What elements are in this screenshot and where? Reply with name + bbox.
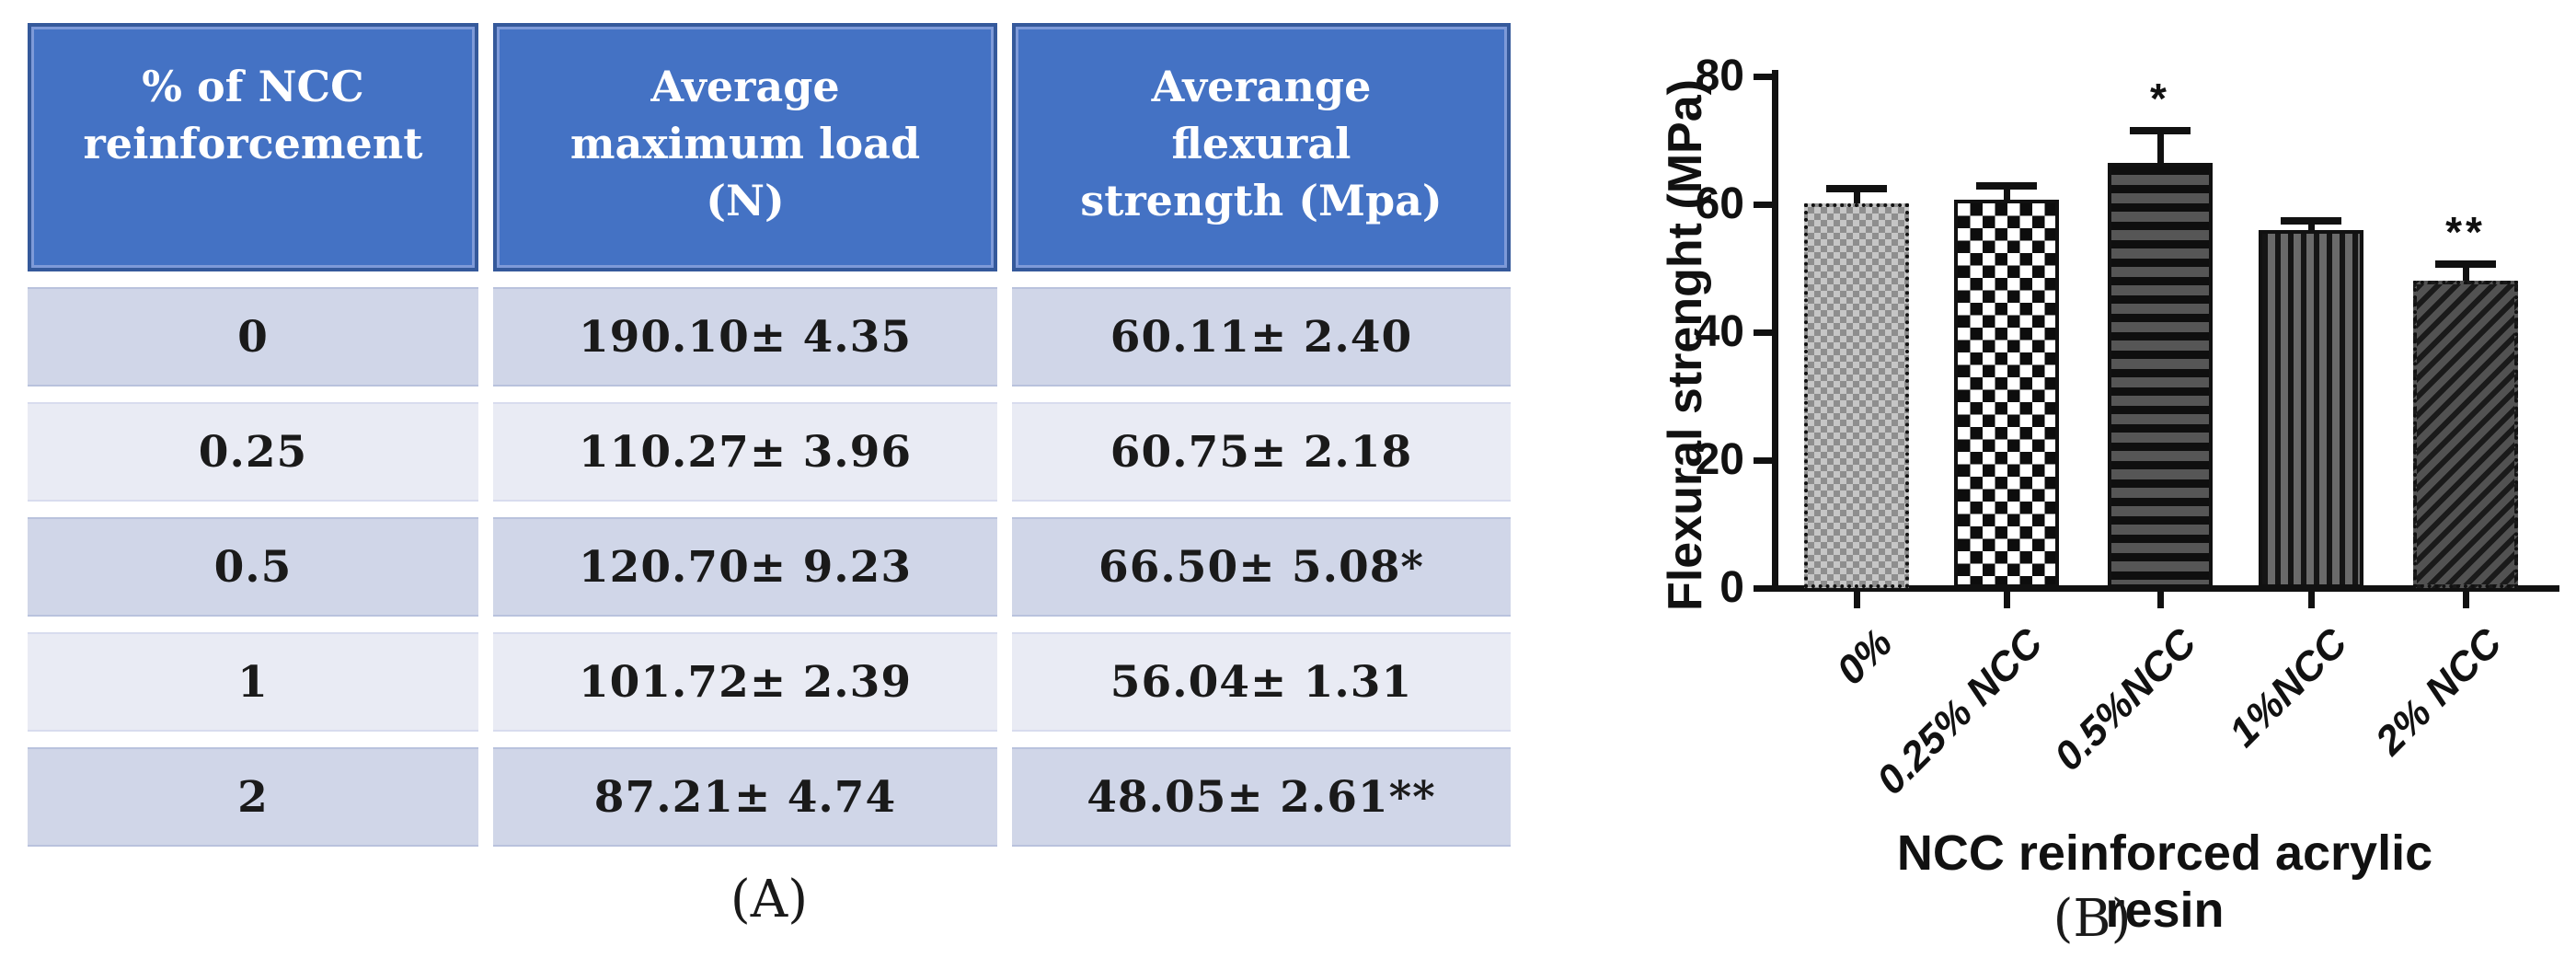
y-axis-tick-40 xyxy=(1754,329,1774,336)
table-cell-r4c1: 1 xyxy=(28,632,478,732)
error-bar-stem-0.25% NCC xyxy=(2003,185,2010,200)
x-axis-tick-0% xyxy=(1854,592,1860,608)
table-header-ncc-percent: % of NCC reinforcement xyxy=(28,23,478,271)
y-axis-tick-label-0: 0 xyxy=(1719,563,1744,612)
x-axis-tick-0.25% NCC xyxy=(2004,592,2010,608)
bar-0% xyxy=(1804,203,1909,588)
x-axis-tick-2% NCC xyxy=(2463,592,2469,608)
error-bar-stem-1%NCC xyxy=(2307,221,2315,230)
error-bar-cap-1%NCC xyxy=(2281,217,2341,225)
x-axis-tick-0.5%NCC xyxy=(2157,592,2164,608)
y-axis-tick-label-20: 20 xyxy=(1695,435,1744,484)
x-axis-tick-1%NCC xyxy=(2308,592,2315,608)
error-bar-cap-0% xyxy=(1826,184,1887,192)
error-bar-stem-0% xyxy=(1853,188,1860,204)
error-bar-stem-0.5%NCC xyxy=(2156,130,2164,163)
panel-b-label: (B) xyxy=(2053,889,2132,949)
bar-0.5%NCC xyxy=(2108,162,2213,588)
table-cell-r5c1: 2 xyxy=(28,747,478,847)
table-cell-r4c2: 101.72± 2.39 xyxy=(493,632,997,732)
table-cell-r2c2: 110.27± 3.96 xyxy=(493,402,997,502)
x-axis-title: NCC reinforced acrylic resin xyxy=(1896,825,2433,938)
table-cell-r5c2: 87.21± 4.74 xyxy=(493,747,997,847)
table-cell-r1c2: 190.10± 4.35 xyxy=(493,287,997,387)
results-table: % of NCC reinforcement Average maximum l… xyxy=(28,23,1511,847)
y-axis-tick-0 xyxy=(1754,585,1774,592)
significance-marker-2% NCC: ** xyxy=(2445,207,2486,256)
x-axis-line xyxy=(1770,585,2559,592)
table-header-max-load: Average maximum load (N) xyxy=(493,23,997,271)
table-cell-r2c3: 60.75± 2.18 xyxy=(1012,402,1511,502)
error-bar-cap-2% NCC xyxy=(2435,260,2496,268)
table-header-flexural-strength: Averange flexural strength (Mpa) xyxy=(1012,23,1511,271)
error-bar-stem-2% NCC xyxy=(2462,263,2469,282)
y-axis-tick-label-40: 40 xyxy=(1695,307,1744,356)
table-cell-r3c1: 0.5 xyxy=(28,517,478,617)
table-cell-r4c3: 56.04± 1.31 xyxy=(1012,632,1511,732)
y-axis-tick-label-60: 60 xyxy=(1695,179,1744,228)
bar-0.25% NCC xyxy=(1954,199,2059,588)
table-cell-r2c1: 0.25 xyxy=(28,402,478,502)
table-cell-r1c3: 60.11± 2.40 xyxy=(1012,287,1511,387)
y-axis-tick-80 xyxy=(1754,74,1774,80)
error-bar-cap-0.5%NCC xyxy=(2130,126,2191,134)
table-cell-r3c3: 66.50± 5.08* xyxy=(1012,517,1511,617)
bar-1%NCC xyxy=(2259,229,2363,588)
y-axis-tick-label-80: 80 xyxy=(1695,52,1744,100)
bar-2% NCC xyxy=(2413,281,2518,588)
y-axis-line xyxy=(1772,70,1778,592)
table-cell-r1c1: 0 xyxy=(28,287,478,387)
error-bar-cap-0.25% NCC xyxy=(1976,181,2037,190)
table-cell-r3c2: 120.70± 9.23 xyxy=(493,517,997,617)
panel-a-label: (A) xyxy=(730,870,809,929)
significance-marker-0.5%NCC: * xyxy=(2150,74,2170,122)
y-axis-tick-60 xyxy=(1754,202,1774,208)
table-cell-r5c3: 48.05± 2.61** xyxy=(1012,747,1511,847)
y-axis-tick-20 xyxy=(1754,457,1774,464)
